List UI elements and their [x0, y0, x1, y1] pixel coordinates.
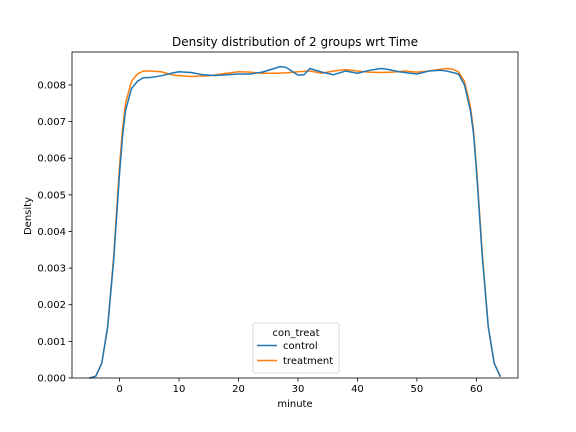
plot-area — [71, 51, 519, 379]
chart-title: Density distribution of 2 groups wrt Tim… — [172, 35, 418, 49]
axes-frame — [71, 51, 519, 379]
legend-title: con_treat — [273, 328, 320, 339]
y-tick-label: 0.000 — [37, 374, 66, 385]
legend-label-treatment: treatment — [283, 356, 333, 367]
x-axis-ticks: 0 10 20 30 40 50 60 — [116, 378, 483, 395]
y-tick-label: 0.005 — [37, 190, 66, 201]
x-tick-label: 30 — [292, 384, 305, 395]
x-tick-label: 60 — [470, 384, 483, 395]
x-axis-label: minute — [277, 399, 312, 410]
y-tick-label: 0.006 — [37, 154, 66, 165]
y-tick-label: 0.007 — [37, 117, 66, 128]
x-tick-label: 10 — [173, 384, 186, 395]
series-line-control — [89, 65, 501, 379]
y-axis-ticks: 0.000 0.001 0.002 0.003 0.004 0.005 0.006 0.007… — [37, 80, 72, 385]
y-tick-label: 0.008 — [37, 80, 66, 91]
x-tick-label: 20 — [232, 384, 245, 395]
x-tick-label: 0 — [116, 384, 122, 395]
y-tick-label: 0.003 — [37, 264, 66, 275]
y-axis-label: Density — [23, 197, 34, 235]
y-tick-label: 0.001 — [37, 337, 66, 348]
series-line-treatment — [89, 67, 501, 379]
x-tick-label: 40 — [351, 384, 364, 395]
legend-label-control: control — [283, 341, 318, 352]
y-tick-label: 0.004 — [37, 227, 66, 238]
y-tick-label: 0.002 — [37, 300, 66, 311]
x-tick-label: 50 — [411, 384, 424, 395]
